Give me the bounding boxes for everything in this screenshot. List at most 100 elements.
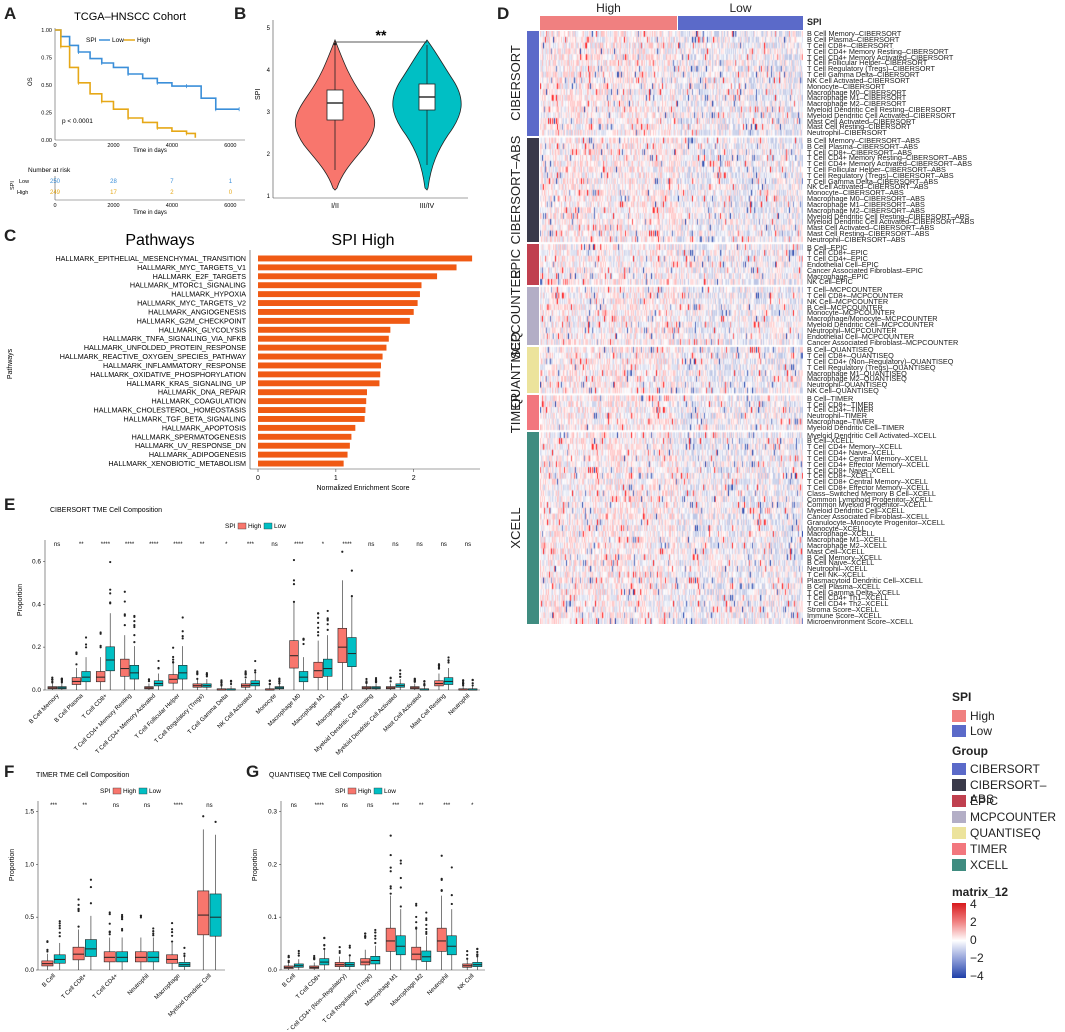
box-significance: * [322,542,325,548]
heatmap-row-label: Myeloid Dendritic Cell–TIMER [807,422,905,432]
gsea-pathway-label: HALLMARK_GLYCOLYSIS [159,325,246,334]
box-outlier [75,663,78,666]
box-outlier [183,946,186,949]
box-high [120,658,130,677]
box-outlier [46,950,49,953]
box-outlier [147,678,151,681]
legend-group-swatch [952,795,966,807]
heatmap-row-label: Monocyte–XCELL [807,523,866,533]
heatmap-group-label: CIBERSORT–ABS [508,135,523,245]
box-outlier [133,624,136,627]
heatmap-row-label: Macrophage M2–QUANTISEQ [807,374,907,384]
box-ytick: 0.0 [25,967,34,974]
box-outlier [287,956,290,959]
e-legend-low: Low [274,523,286,530]
box-high [197,890,210,936]
e-legend-low-swatch [263,522,273,530]
heatmap-row-label: Macrophage M0–CIBERSORT [807,87,907,97]
box-outlier [51,678,54,681]
box-outlier [170,921,174,925]
km-ytick: 0.25 [41,111,52,117]
box-category-label: T Cell CD8+ [61,973,89,1001]
box-outlier [297,954,300,957]
gsea-pathway-label: HALLMARK_DNA_REPAIR [158,388,246,397]
box-low [446,935,457,956]
heatmap-row-label: Cancer Associated Fibroblast–XCELL [807,512,930,521]
heatmap-row-label: B Cell Naive–XCELL [807,558,875,568]
gsea-pathway-label: HALLMARK_OXIDATIVE_PHOSPHORYLATION [90,370,246,379]
heatmap-row-label: Granulocyte–Monocyte Progenitor–XCELL [807,517,945,527]
box-high [72,946,85,961]
legend-matrix-tick: −2 [970,951,984,965]
box-outlier [268,679,271,683]
box-outlier [323,947,326,951]
box-significance: ** [419,803,424,809]
legend-group-item: CIBERSORT–ABS [970,778,1047,806]
gsea-bar [258,344,387,351]
heatmap-row-label: Macrophage M0–CIBERSORT–ABS [807,194,925,204]
box-outlier [471,682,474,685]
legend-spi-high-swatch [952,710,966,722]
box-outlier [292,600,296,603]
box-ytick: 0.5 [25,914,34,921]
heatmap-row-label: Myeloid Dendritic Cell Resting–CIBERSORT [807,104,951,114]
heatmap-row-label: T Cell CD8+ Naive–XCELL [807,465,895,475]
box-outlier [338,946,341,949]
box-outlier [170,928,174,931]
km-title: TCGA–HNSCC Cohort [74,11,186,23]
legend-matrix-tick: 2 [970,915,977,929]
gsea-bar [258,380,380,387]
box-outlier [109,602,112,605]
box-outlier [181,630,184,633]
box-outlier [425,923,428,926]
heatmap-row-label: B Cell–XCELL [807,436,854,446]
box-category-label: NK Cell [457,973,476,992]
box-outlier [196,677,199,680]
box-outlier [254,659,257,663]
gsea-bar [258,326,391,333]
box-significance: **** [315,803,325,809]
box-outlier [58,935,61,938]
heatmap-row-label: Monocyte–CIBERSORT–ABS [807,188,904,198]
violin-ytick: 3 [267,110,271,116]
box-outlier [170,930,174,934]
box-outlier [437,664,441,667]
box-ytick: 0.0 [268,967,277,974]
box-outlier [205,675,208,678]
box-outlier [172,655,175,659]
box-outlier [89,878,93,881]
box-outlier [58,924,61,927]
heatmap-col-high: High [596,1,621,15]
box-outlier [323,944,326,947]
box-ytick: 0.0 [32,687,41,694]
box-outlier [450,902,453,906]
box-outlier [317,616,320,619]
box-low [116,951,128,963]
box-outlier [440,878,443,881]
heatmap-row-label: T Cell Regulatory (Tregs)–CIBERSORT–ABS [807,170,954,180]
heatmap-row-label: T Cell CD4+ Effector Memory–XCELL [807,459,930,469]
risk-low-count: 28 [110,179,117,185]
heatmap-group-bar [527,346,539,394]
box-outlier [374,680,378,683]
gsea-ylabel: Pathways [7,348,14,379]
box-outlier [415,927,418,930]
box-outlier [152,934,155,937]
heatmap-row-label: Monocyte–CIBERSORT [807,81,886,91]
violin-cat-low: I/II [331,203,339,210]
box-outlier [425,917,428,920]
gsea-pathway-label: HALLMARK_HYPOXIA [171,290,246,299]
box-outlier [123,614,126,617]
heatmap-row-label: T Cell CD4+ Th2–XCELL [807,599,889,609]
box-outlier [172,646,175,649]
box-outlier [77,898,80,901]
box-outlier [374,937,377,940]
legend-matrix-tick: 0 [970,933,977,947]
box-outlier [341,550,344,553]
f-title: TIMER TME Cell Composition [36,772,129,779]
box-significance: **** [125,542,135,548]
box-outlier [205,672,208,675]
box-significance: * [471,803,474,809]
heatmap-row-label: Macrophage M1–XCELL [807,535,887,545]
box-significance: ns [392,542,398,548]
